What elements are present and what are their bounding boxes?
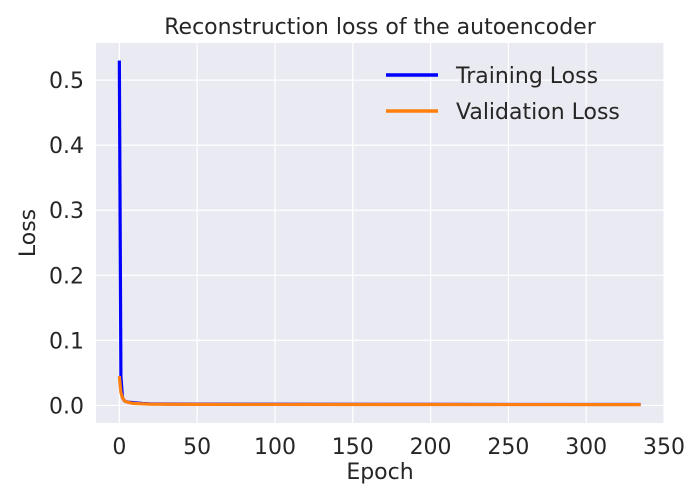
x-tick-label: 250 (487, 435, 529, 460)
plot-area: 0 50 100 150 200 250 300 350 0.0 0.1 0.2 0.3 0.4 0.5 T… (49, 43, 685, 460)
x-tick-label: 50 (183, 435, 211, 460)
x-tick-label: 100 (254, 435, 296, 460)
chart-title: Reconstruction loss of the autoencoder (164, 15, 596, 40)
x-tick-label: 150 (332, 435, 374, 460)
x-tick-label: 200 (410, 435, 452, 460)
y-tick-label: 0.3 (49, 199, 84, 224)
series-line-validation (117, 375, 641, 407)
y-tick-label: 0.0 (49, 394, 84, 419)
y-tick-label: 0.1 (49, 329, 84, 354)
y-tick-label: 0.2 (49, 264, 84, 289)
plot-background (96, 43, 664, 423)
x-axis-label: Epoch (346, 460, 413, 485)
legend-label: Validation Loss (456, 100, 620, 125)
y-tick-label: 0.4 (49, 134, 84, 159)
y-axis-label: Loss (16, 209, 41, 257)
x-tick-label: 0 (112, 435, 126, 460)
legend-label: Training Loss (455, 64, 598, 89)
x-tick-label: 350 (643, 435, 685, 460)
y-tick-label: 0.5 (49, 69, 84, 94)
x-tick-label: 300 (565, 435, 607, 460)
